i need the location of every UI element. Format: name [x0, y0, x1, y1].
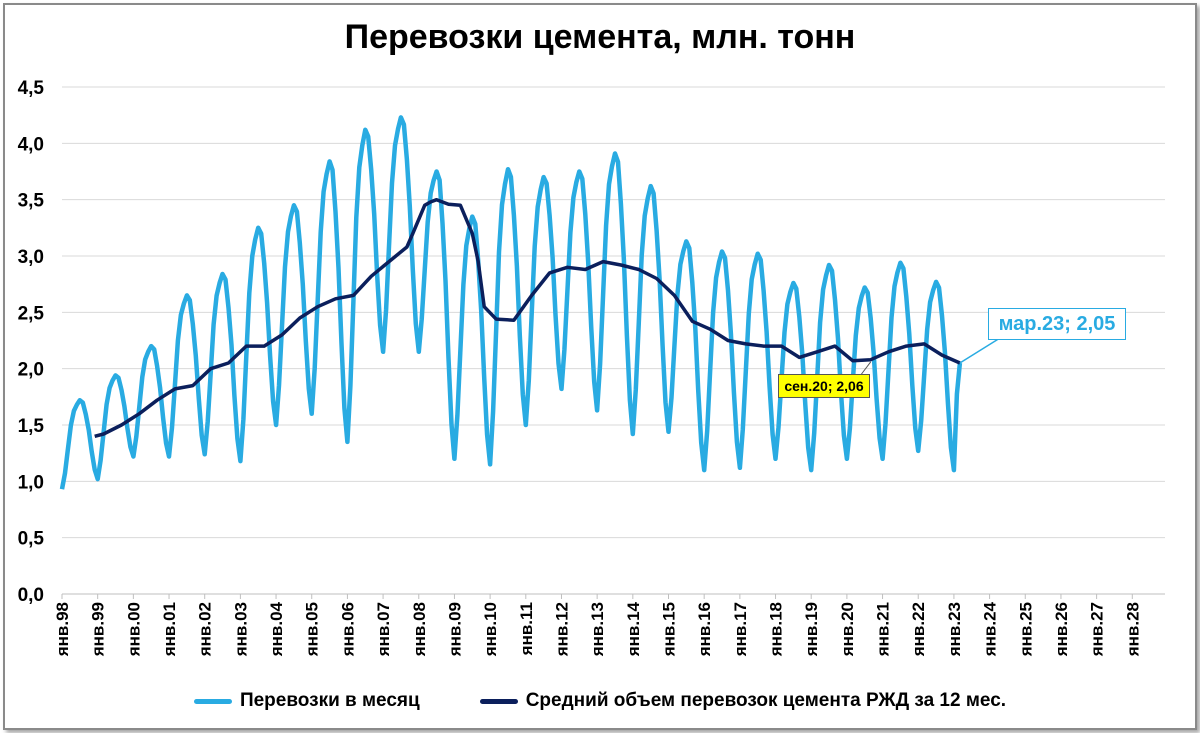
y-tick-label: 0,5 — [18, 529, 45, 550]
x-tick-label: янв.26 — [1052, 602, 1071, 657]
x-tick-label: янв.22 — [909, 602, 928, 657]
x-tick-label: янв.11 — [517, 602, 536, 656]
x-tick-label: янв.25 — [1016, 602, 1035, 657]
leader-min — [859, 361, 872, 377]
x-tick-label: янв.04 — [267, 601, 286, 657]
y-tick-label: 3,5 — [18, 191, 45, 212]
legend-swatch-monthly — [193, 698, 232, 704]
series-monthly-line — [59, 115, 963, 490]
y-tick-label: 1,5 — [18, 416, 45, 437]
grid-lines — [62, 86, 1165, 595]
x-tick-label: янв.13 — [588, 602, 607, 657]
y-tick-label: 1,0 — [18, 472, 44, 493]
x-tick-label: янв.17 — [731, 602, 750, 657]
y-axis-ticks: 0,0 0,5 1,0 1,5 2,0 2,5 3,0 3,5 4,0 4,5 — [18, 78, 45, 606]
x-tick-label: янв.06 — [338, 602, 357, 657]
y-tick-label: 2,5 — [18, 303, 45, 324]
x-tick-label: янв.28 — [1123, 602, 1142, 657]
callout-last-value: мар.23; 2,05 — [988, 308, 1126, 340]
y-tick-label: 3,0 — [18, 247, 44, 268]
x-tick-label: янв.10 — [481, 602, 500, 657]
x-tick-label: янв.02 — [196, 602, 215, 657]
legend-label-average: Средний объем перевозок цемента РЖД за 1… — [525, 690, 1007, 711]
legend-item-average: Средний объем перевозок цемента РЖД за 1… — [479, 690, 1007, 712]
x-tick-label: янв.98 — [53, 602, 72, 657]
x-tick-label: янв.99 — [89, 602, 108, 657]
x-tick-label: янв.20 — [838, 602, 857, 657]
x-tick-label: янв.16 — [695, 602, 714, 657]
x-tick-label: янв.05 — [303, 602, 322, 657]
x-tick-label: янв.19 — [802, 602, 821, 657]
x-tick-label: янв.03 — [231, 602, 250, 657]
callout-min-value: сен.20; 2,06 — [778, 374, 870, 398]
x-tick-label: янв.07 — [374, 602, 393, 657]
x-tick-label: янв.12 — [552, 602, 571, 657]
legend-label-monthly: Перевозки в месяц — [239, 690, 420, 711]
series-average-line — [94, 197, 961, 438]
x-tick-label: янв.00 — [124, 602, 143, 657]
callout-leaders — [859, 337, 1001, 377]
x-tick-label: янв.09 — [445, 602, 464, 657]
x-tick-label: янв.24 — [981, 601, 1000, 657]
x-tick-label: янв.14 — [624, 601, 643, 657]
y-tick-label: 4,5 — [18, 78, 45, 99]
x-tick-label: янв.18 — [767, 602, 786, 657]
x-tick-label: янв.15 — [660, 602, 679, 657]
x-tick-label: янв.21 — [874, 602, 893, 657]
chart-legend: Перевозки в месяц Средний объем перевозо… — [0, 690, 1200, 712]
y-tick-label: 2,0 — [18, 360, 44, 381]
series-lines — [59, 115, 963, 490]
x-tick-label: янв.23 — [945, 602, 964, 657]
y-tick-label: 0,0 — [18, 585, 44, 606]
x-tick-label: янв.27 — [1088, 602, 1107, 657]
legend-item-monthly: Перевозки в месяц — [193, 690, 420, 712]
chart-title: Перевозки цемента, млн. тонн — [344, 18, 856, 56]
x-tick-label: янв.01 — [160, 602, 179, 657]
legend-swatch-average — [479, 698, 518, 704]
y-tick-label: 4,0 — [18, 134, 44, 155]
x-axis-ticks: янв.98 янв.99 янв.00 янв.01 янв.02 янв.03 янв.… — [53, 594, 1142, 657]
leader-last — [959, 337, 1001, 364]
x-tick-label: янв.08 — [410, 602, 429, 657]
